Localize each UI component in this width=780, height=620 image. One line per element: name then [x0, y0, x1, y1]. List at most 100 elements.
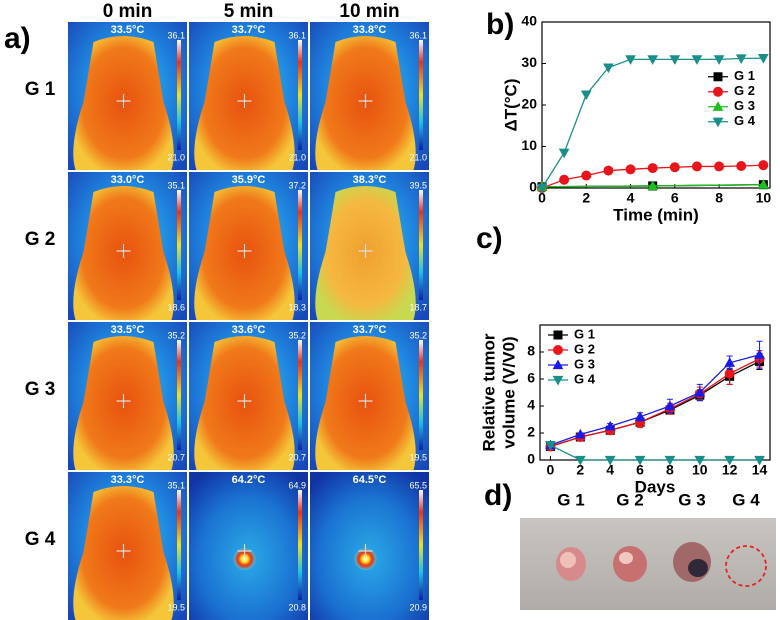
marker: [634, 411, 646, 421]
marker: [664, 400, 676, 411]
crosshair: [358, 394, 373, 408]
color-scale: [419, 490, 423, 600]
color-scale: [298, 340, 302, 450]
marker: [758, 160, 769, 171]
scale-min: 18.6: [167, 302, 185, 312]
group-label: G 1: [557, 490, 584, 509]
crosshair: [237, 94, 252, 108]
marker: [694, 386, 706, 397]
series-line: [550, 444, 760, 461]
marker: [669, 162, 680, 173]
column-header: 0 min: [103, 1, 153, 22]
y-tick-label: 40: [521, 13, 537, 29]
scale-max: 35.1: [167, 480, 185, 490]
crosshair: [358, 544, 373, 558]
legend-marker: [712, 117, 724, 128]
crosshair: [116, 394, 131, 408]
marker: [536, 183, 548, 194]
x-tick-label: 10: [756, 190, 772, 206]
y-axis-label: volume (V/V0): [499, 336, 518, 448]
scale-min: 19.5: [167, 602, 185, 612]
legend-marker: [552, 359, 564, 370]
marker: [724, 357, 736, 367]
marker: [669, 55, 681, 65]
spot-temp: 33.5°C: [111, 324, 145, 336]
series-line: [550, 354, 760, 446]
marker: [724, 368, 735, 379]
crosshair: [237, 244, 252, 258]
scale-max: 35.2: [167, 330, 185, 340]
color-scale: [419, 190, 423, 300]
panel-label: a): [4, 22, 31, 55]
x-tick-label: 8: [715, 190, 723, 206]
tumor: [613, 546, 647, 582]
color-scale: [419, 340, 423, 450]
legend-label: G 2: [574, 341, 595, 356]
crosshair: [358, 244, 373, 258]
legend-marker: [553, 345, 563, 355]
marker: [604, 455, 616, 466]
color-scale: [298, 490, 302, 600]
panel-label: b): [486, 8, 514, 41]
marker: [625, 164, 636, 175]
marker: [603, 165, 614, 176]
marker: [574, 455, 586, 466]
color-scale: [177, 490, 181, 600]
marker: [558, 148, 570, 159]
column-header: 10 min: [339, 1, 399, 22]
x-axis-label: Time (min): [613, 205, 699, 224]
crosshair: [116, 244, 131, 258]
crosshair: [116, 544, 131, 558]
legend-marker: [713, 72, 723, 82]
thermal-image: [189, 472, 308, 620]
series-line: [550, 358, 760, 448]
legend-marker: [552, 375, 564, 386]
legend-label: G 2: [734, 83, 755, 98]
legend-marker: [713, 86, 723, 97]
marker: [714, 161, 725, 172]
tumor: [688, 559, 708, 577]
y-tick-label: 2: [527, 424, 535, 440]
group-label: G 3: [678, 490, 705, 509]
x-tick-label: 12: [722, 462, 738, 478]
scale-max: 35.2: [288, 330, 306, 340]
scale-min: 19.5: [409, 452, 427, 462]
tumor: [560, 552, 576, 568]
legend-label: G 1: [734, 68, 755, 83]
marker: [724, 455, 736, 466]
scale-min: 18.3: [288, 302, 306, 312]
marker: [754, 349, 765, 359]
marker: [603, 63, 614, 74]
group-label: G 2: [616, 490, 643, 509]
missing-tumor: [725, 545, 767, 587]
x-tick-label: 0: [547, 462, 555, 478]
scale-min: 21.0: [288, 152, 306, 162]
y-tick-label: 10: [521, 137, 537, 153]
legend-marker: [712, 101, 724, 111]
color-scale: [177, 40, 181, 150]
tumor: [619, 552, 633, 564]
color-scale: [177, 340, 181, 450]
marker: [604, 420, 616, 431]
scale-max: 36.1: [288, 30, 306, 40]
row-label: G 3: [25, 379, 56, 400]
x-tick-label: 6: [636, 462, 644, 478]
color-scale: [298, 40, 302, 150]
y-tick-label: 0: [527, 451, 535, 467]
marker: [625, 55, 636, 65]
spot-temp: 64.5°C: [353, 474, 387, 486]
color-scale: [177, 190, 181, 300]
x-tick-label: 2: [576, 462, 584, 478]
marker: [559, 174, 570, 185]
hot-spot: [233, 548, 256, 570]
marker: [580, 90, 592, 101]
marker: [647, 163, 658, 174]
x-tick-label: 4: [606, 462, 614, 478]
marker: [581, 170, 592, 181]
marker: [754, 455, 765, 466]
legend-label: G 4: [734, 113, 756, 128]
y-axis-label: ΔT(°C): [501, 78, 520, 131]
marker: [545, 441, 556, 451]
panel-label: d): [484, 479, 512, 512]
